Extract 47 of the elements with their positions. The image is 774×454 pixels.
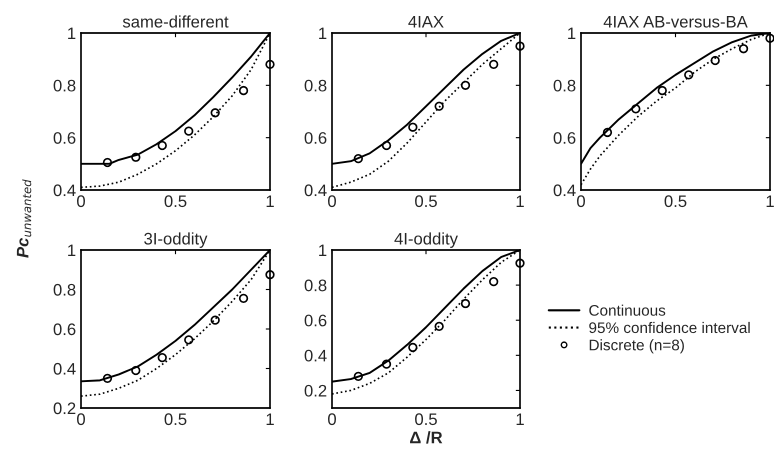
y-tick-label: 0.6: [304, 132, 326, 144]
y-tick-label: 1: [568, 28, 576, 40]
y-tick-label: 1: [319, 244, 326, 256]
x-tick-label: 1: [266, 413, 274, 425]
y-tick-label: 0.8: [304, 280, 326, 292]
y-tick-label: 1: [68, 244, 76, 256]
x-tick-label: 1: [266, 195, 274, 207]
y-axis-title: Pc$_{unwanted}$: [16, 179, 32, 258]
y-tick-label: 0.4: [554, 184, 576, 196]
x-tick-label: 0.5: [415, 413, 437, 426]
y-tick-label: 0.4: [54, 362, 76, 375]
legend-label: Discrete (n=8): [590, 339, 684, 354]
chart-title: same-different: [122, 15, 228, 28]
y-tick-label: 0.8: [54, 284, 76, 296]
x-tick-label: 0: [328, 195, 336, 208]
x-tick-label: 0: [77, 413, 85, 426]
legend-label: 95% confidence interval: [589, 322, 750, 334]
y-tick-label: 0.4: [54, 184, 76, 196]
x-tick-label: 0.5: [664, 195, 686, 208]
x-tick-label: 0: [577, 195, 585, 208]
y-tick-label: 0.6: [54, 323, 76, 336]
y-tick-label: 0.8: [54, 80, 76, 92]
x-tick-label: 1: [516, 195, 524, 207]
x-tick-label: 0: [77, 195, 85, 208]
y-tick-label: 0.6: [304, 314, 326, 326]
y-tick-label: 0.6: [554, 132, 576, 144]
x-tick-label: 0.5: [415, 195, 437, 208]
y-tick-label: 0.2: [54, 402, 76, 414]
x-tick-label: 1: [516, 413, 524, 425]
y-tick-label: 1: [68, 28, 76, 40]
x-tick-label: 0.5: [164, 195, 186, 208]
y-tick-label: 0.4: [304, 184, 327, 196]
x-tick-label: 0.5: [164, 413, 186, 426]
legend-label: Continuous: [589, 304, 666, 316]
x-axis-title: Δ /R: [410, 431, 442, 444]
chart-title: 4I-oddity: [394, 232, 458, 248]
chart-title: 3I-oddity: [144, 232, 208, 248]
y-tick-label: 0.6: [54, 132, 76, 144]
x-tick-label: 1: [766, 195, 774, 207]
y-tick-label: 1: [319, 28, 326, 40]
chart-title: 4IAX: [408, 16, 444, 28]
x-tick-label: 0: [328, 413, 336, 426]
y-tick-label: 0.8: [554, 80, 576, 92]
y-tick-label: 0.8: [304, 80, 326, 92]
y-tick-label: 0.2: [304, 384, 326, 397]
y-tick-label: 0.4: [304, 350, 327, 362]
chart-title: 4IAX AB-versus-BA: [604, 16, 748, 28]
